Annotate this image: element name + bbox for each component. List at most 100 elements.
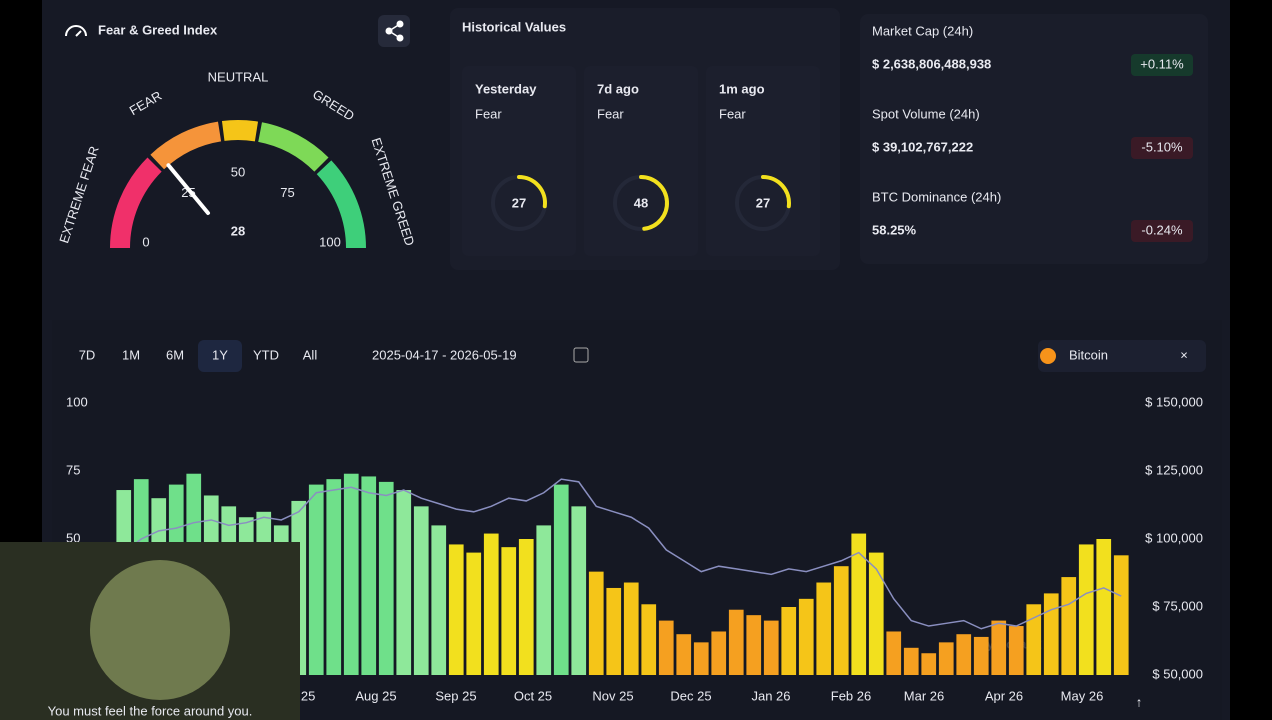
range-button[interactable]: 1Y xyxy=(212,347,228,362)
stat-value: 58.25% xyxy=(872,222,917,237)
x-tick-label: Jan 26 xyxy=(751,688,790,703)
gauge-tick-label: 50 xyxy=(231,164,245,179)
gauge-zone xyxy=(110,157,162,249)
bar xyxy=(746,615,762,675)
bar xyxy=(903,647,919,675)
gauge-zone-label: NEUTRAL xyxy=(208,69,269,84)
bar xyxy=(1008,626,1024,675)
calendar-icon[interactable] xyxy=(573,347,589,363)
asset-chip[interactable] xyxy=(1038,340,1206,372)
bar xyxy=(308,484,324,675)
bar xyxy=(1078,544,1094,675)
bar xyxy=(588,571,604,675)
bar xyxy=(921,653,937,675)
y-tick-label: 50 xyxy=(66,530,80,545)
bar xyxy=(606,587,622,675)
y-tick-label: 100 xyxy=(66,394,88,409)
bar xyxy=(833,566,849,675)
history-label: Yesterday xyxy=(475,81,537,96)
scroll-top[interactable]: ↑ xyxy=(1136,694,1143,709)
stat-change-badge xyxy=(1131,54,1193,76)
stat-change: -0.24% xyxy=(1141,222,1183,237)
stat-label: BTC Dominance (24h) xyxy=(872,189,1001,204)
gauge-zone xyxy=(150,121,222,170)
bar xyxy=(361,476,377,675)
history-label: 1m ago xyxy=(719,81,765,96)
x-tick-label: May 26 xyxy=(1061,688,1104,703)
gauge-zone xyxy=(221,120,259,142)
gauge-tick-label: 100 xyxy=(319,234,341,249)
range-button[interactable]: 1M xyxy=(122,347,140,362)
y2-tick-label: $ 150,000 xyxy=(1145,394,1203,409)
date-range: 2025-04-17 - 2026-05-19 xyxy=(372,347,517,362)
bar xyxy=(431,525,447,675)
gauge-icon xyxy=(65,25,87,37)
y2-tick-label: $ 75,000 xyxy=(1152,598,1203,613)
bar xyxy=(571,506,587,675)
share-icon xyxy=(385,20,404,42)
bar xyxy=(343,473,359,675)
bar xyxy=(326,479,342,675)
bar xyxy=(501,547,517,675)
share-button[interactable] xyxy=(378,15,410,47)
gauge-zone xyxy=(257,122,329,172)
range-button[interactable]: All xyxy=(303,347,318,362)
remove-asset[interactable]: × xyxy=(1180,347,1188,362)
meme-figure xyxy=(90,560,230,700)
stat-value: $ 2,638,806,488,938 xyxy=(872,56,991,71)
bar xyxy=(1043,593,1059,675)
bar xyxy=(973,636,989,675)
x-tick-label: Oct 25 xyxy=(514,688,552,703)
stats-panel xyxy=(860,14,1208,264)
history-label: 7d ago xyxy=(597,81,639,96)
bar xyxy=(553,484,569,675)
bitcoin-icon xyxy=(1040,348,1056,364)
bar xyxy=(536,525,552,675)
bar xyxy=(623,582,639,675)
watermark: cryptorank xyxy=(974,636,1042,651)
bar xyxy=(448,544,464,675)
bar xyxy=(816,582,832,675)
stat-label: Spot Volume (24h) xyxy=(872,106,980,121)
stat-change: +0.11% xyxy=(1140,56,1184,71)
y2-tick-label: $ 125,000 xyxy=(1145,462,1203,477)
bar xyxy=(378,481,394,675)
x-tick-label: Sep 25 xyxy=(435,688,476,703)
y2-tick-label: $ 50,000 xyxy=(1152,666,1203,681)
bar xyxy=(1026,604,1042,675)
range-button[interactable]: 7D xyxy=(79,347,96,362)
bar xyxy=(886,631,902,675)
bar xyxy=(991,620,1007,675)
bar xyxy=(1096,539,1112,675)
range-active-bg xyxy=(198,340,242,372)
range-button[interactable]: YTD xyxy=(253,347,279,362)
bar xyxy=(711,631,727,675)
gauge-tick-label: 75 xyxy=(280,185,294,200)
x-tick-label: Feb 26 xyxy=(831,688,871,703)
history-card xyxy=(462,66,576,256)
bar xyxy=(938,642,954,675)
asset-name: Bitcoin xyxy=(1069,347,1108,362)
history-arc xyxy=(761,175,791,209)
page-title: Fear & Greed Index xyxy=(98,22,218,37)
gauge-zone xyxy=(316,160,366,249)
bar xyxy=(851,533,867,675)
history-arc xyxy=(517,175,547,209)
stat-change-badge xyxy=(1131,220,1193,242)
historical-title: Historical Values xyxy=(462,19,566,34)
history-value: 27 xyxy=(756,195,770,210)
history-card xyxy=(584,66,698,256)
bar xyxy=(1061,577,1077,675)
bar xyxy=(728,609,744,675)
history-value: 48 xyxy=(634,195,648,210)
x-tick-label: Aug 25 xyxy=(355,688,396,703)
history-sentiment: Fear xyxy=(597,106,624,121)
x-tick-label: Dec 25 xyxy=(670,688,711,703)
gauge-tick-label: 0 xyxy=(142,234,149,249)
bar xyxy=(676,634,692,675)
bar xyxy=(956,634,972,675)
range-button[interactable]: 6M xyxy=(166,347,184,362)
y2-tick-label: $ 100,000 xyxy=(1145,530,1203,545)
